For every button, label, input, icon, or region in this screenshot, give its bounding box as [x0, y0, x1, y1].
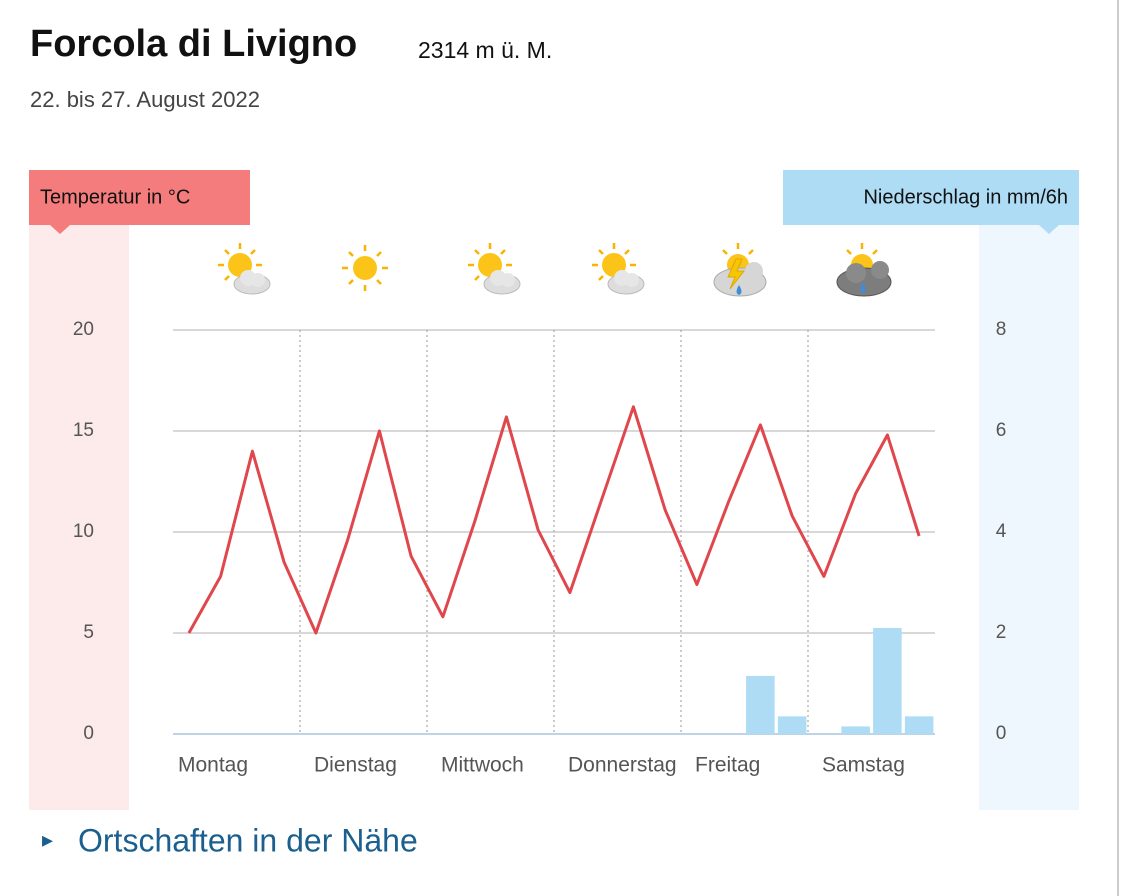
- y-tick-label: 20: [73, 319, 94, 340]
- x-tick-label: Donnerstag: [568, 754, 677, 777]
- x-tick-label: Dienstag: [314, 754, 397, 777]
- y-tick-label: 15: [73, 420, 94, 441]
- x-tick-label: Samstag: [822, 754, 905, 777]
- y-tick-label: 10: [73, 521, 94, 542]
- icon-sun-cloud: [592, 243, 645, 295]
- precip-bar: [777, 716, 807, 734]
- link-arrow[interactable]: ▸: [42, 827, 53, 852]
- weather-icons: [218, 243, 892, 297]
- elevation: 2314 m ü. M.: [418, 37, 552, 63]
- nearby-link[interactable]: Ortschaften in der Nähe: [78, 822, 418, 858]
- icon-thunderstorm: [713, 243, 767, 297]
- temperature-line: [187, 405, 921, 635]
- temp-axis-band: [29, 225, 129, 810]
- icon-sun-cloud: [218, 243, 271, 295]
- y2-tick-label: 0: [996, 723, 1007, 744]
- subtitle: 22. bis 27. August 2022: [30, 87, 260, 112]
- y-axis-label: Temperatur in °C: [40, 186, 190, 208]
- icon-sun-cloud: [468, 243, 521, 295]
- icon-sun: [342, 245, 388, 291]
- y-tick-label: 5: [83, 622, 94, 643]
- precip-bar: [904, 716, 934, 734]
- precip-axis-band: [979, 225, 1079, 810]
- precip-bar: [873, 627, 902, 734]
- y2-tick-label: 4: [996, 521, 1007, 542]
- precip-axis-header: [783, 170, 1079, 225]
- icon-rain: [836, 243, 892, 297]
- precip-axis-pointer: [1039, 225, 1059, 234]
- x-tick-label: Mittwoch: [441, 754, 524, 777]
- y2-tick-label: 8: [996, 319, 1007, 340]
- y-tick-label: 0: [83, 723, 94, 744]
- temp-axis-pointer: [50, 225, 70, 234]
- x-tick-label: Freitag: [695, 754, 760, 777]
- y2-tick-label: 2: [996, 622, 1007, 643]
- precip-bar: [841, 726, 870, 734]
- precip-bar: [746, 675, 775, 734]
- temp-axis-header: [29, 170, 250, 225]
- title: Forcola di Livigno: [30, 23, 357, 65]
- x-tick-label: Montag: [178, 754, 248, 777]
- y2-axis-label: Niederschlag in mm/6h: [863, 186, 1068, 208]
- y2-tick-label: 6: [996, 420, 1007, 441]
